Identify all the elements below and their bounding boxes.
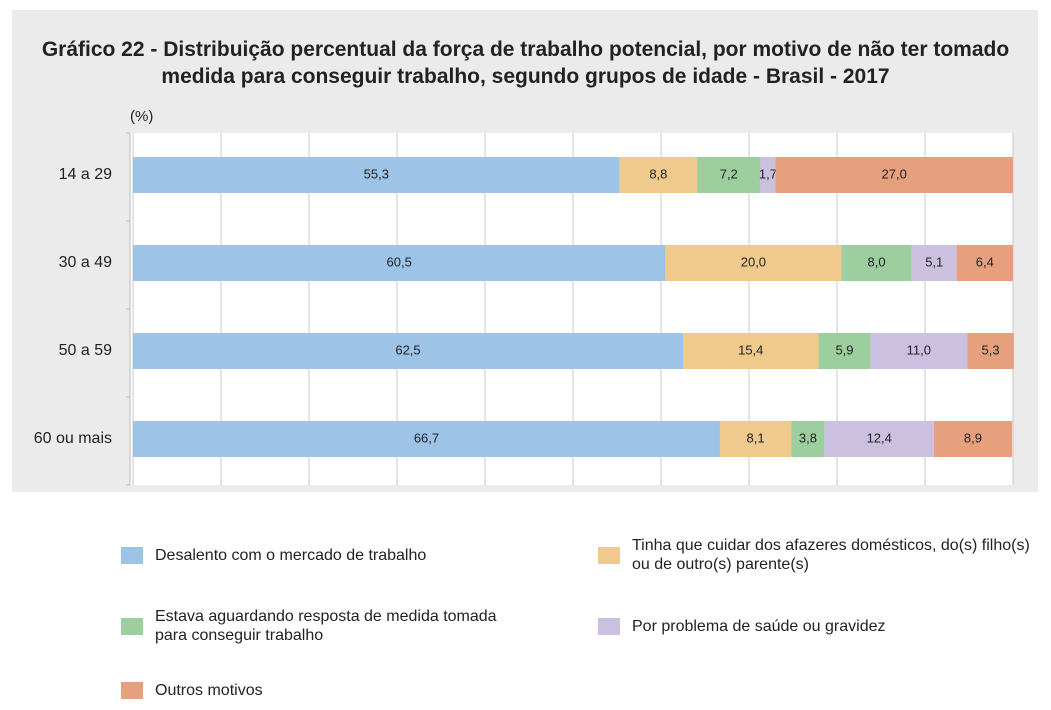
bar-segment [911,245,957,281]
data-label: 3,8 [799,430,817,445]
data-label: 20,0 [741,254,766,269]
legend-item: Outros motivos [121,670,515,710]
axis-label: (%) [130,108,153,125]
data-label: 60,5 [387,254,412,269]
data-label: 8,1 [747,430,765,445]
legend-item: Por problema de saúde ou gravidez [598,606,1032,646]
legend-swatch [598,617,620,635]
legend-label: Desalento com o mercado de trabalho [155,546,427,564]
data-label: 15,4 [738,342,763,357]
legend-item: Tinha que cuidar dos afazeres domésticos… [598,535,1032,575]
data-label: 1,7 [759,166,777,181]
bar-segment [133,421,720,457]
y-tick-label: 30 a 49 [59,254,112,271]
data-label: 11,0 [907,342,931,357]
data-label: 6,4 [976,254,994,269]
legend-label: Estava aguardando resposta de medida tom… [155,608,497,644]
legend-label: Outros motivos [155,681,263,699]
legend-label: Tinha que cuidar dos afazeres domésticos… [632,537,1030,573]
bar-segment [133,245,666,281]
y-tick-label: 50 a 59 [59,342,112,359]
data-label: 12,4 [867,430,892,445]
legend-label: Por problema de saúde ou gravidez [632,617,886,635]
bar-segment [760,157,776,193]
bar-segment [791,421,825,457]
bar-segment [619,157,698,193]
legend-swatch [121,617,143,635]
data-label: 8,8 [649,166,667,181]
bar-segment [841,245,912,281]
bar-segment [133,157,620,193]
y-tick-label: 60 ou mais [34,430,112,447]
bar-segment [697,157,761,193]
bar-segment [665,245,842,281]
data-label: 27,0 [882,166,907,181]
data-label: 5,3 [982,342,1000,357]
legend-swatch [598,546,620,564]
data-label: 62,5 [395,342,420,357]
bar-segment [719,421,792,457]
legend-swatch [121,681,143,699]
data-label: 8,9 [964,430,982,445]
data-label: 66,7 [414,430,439,445]
legend-swatch [121,546,143,564]
data-label: 5,1 [925,254,943,269]
legend-item: Estava aguardando resposta de medida tom… [121,606,525,646]
chart-title: Gráfico 22 - Distribuição percentual da … [41,38,1010,88]
data-label: 5,9 [835,342,853,357]
bar-segment [933,421,1013,457]
bar-segment [683,333,819,369]
y-tick-label: 14 a 29 [59,166,112,183]
bar-segment [967,333,1014,369]
bar-segment [956,245,1013,281]
bar-segment [818,333,871,369]
data-label: 7,2 [720,166,738,181]
bar-segment [775,157,1013,193]
bar-segment [824,421,934,457]
legend-item: Desalento com o mercado de trabalho [121,535,515,575]
data-label: 55,3 [364,166,389,181]
chart: (%) 14 a 29 55,3 8,8 7,2 1,7 27,0 30 a 49 60,5 2… [12,10,1038,492]
data-label: 8,0 [868,254,886,269]
bar-segment [133,333,683,369]
bar-segment [870,333,968,369]
